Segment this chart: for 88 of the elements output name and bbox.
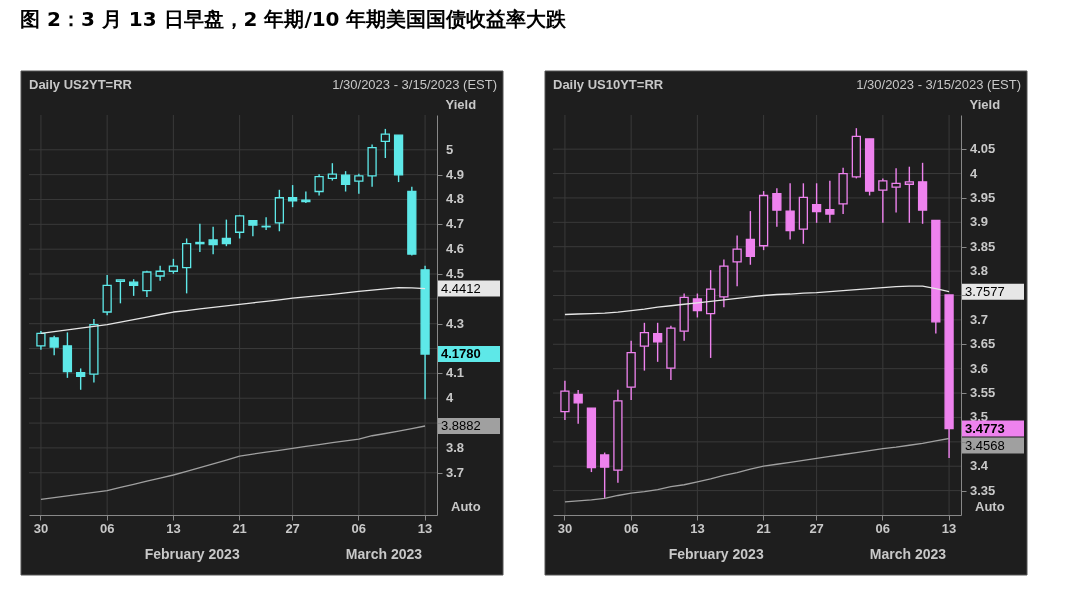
candlestick: [573, 389, 583, 425]
x-tick-label: 13: [417, 520, 433, 536]
y-axis-title: Yield: [445, 96, 477, 112]
line-series: [564, 437, 950, 503]
x-tick-label: 13: [690, 520, 705, 536]
x-tick-label: 13: [166, 520, 181, 536]
y-tick-label: 3.8: [446, 439, 465, 455]
y-tick-label: 3.9: [970, 214, 989, 230]
y-tick-label: 3.4: [970, 458, 989, 474]
x-tick-label: 06: [99, 520, 115, 536]
caption: 图 2：3 月 13 日早盘，2 年期/10 年期美国国债收益率大跌: [20, 7, 568, 31]
candlestick: [287, 184, 298, 208]
candlestick: [208, 226, 218, 255]
chart-subtitle: 1/30/2023 - 3/15/2023 (EST): [332, 77, 497, 92]
y-tick-label: 3.7: [970, 311, 989, 327]
y-tick-label: 4.5: [446, 266, 465, 282]
y-tick-label: 3.35: [970, 482, 996, 498]
y-tick-label: 4: [970, 165, 978, 181]
candlestick: [115, 279, 126, 305]
text: 3.4568: [965, 437, 1005, 453]
candlestick: [76, 367, 86, 391]
candlestick: [560, 380, 570, 421]
x-tick-label: 30: [557, 520, 573, 536]
y-tick-label: 4: [446, 390, 454, 406]
y-tick-label: 5: [446, 141, 454, 157]
candlestick: [195, 223, 205, 253]
candlestick: [314, 173, 324, 197]
y-tick-label: 3.65: [970, 336, 996, 352]
y-tick-label: 4.3: [446, 315, 465, 331]
candlestick: [653, 322, 663, 363]
text: March 2023: [869, 546, 947, 562]
candlestick: [745, 210, 756, 266]
candlestick: [904, 166, 914, 224]
chart-title: Daily US10YT=RR: [553, 77, 664, 92]
text: 4.4412: [441, 280, 481, 296]
y-tick-label: 3.7: [446, 464, 465, 480]
x-tick-label: 13: [941, 520, 957, 536]
candlestick: [600, 451, 610, 499]
text: 3.7577: [965, 283, 1005, 299]
candlestick: [878, 177, 888, 224]
candlestick: [891, 167, 901, 214]
candlestick: [248, 219, 258, 237]
candlestick: [732, 234, 742, 287]
text: Auto: [975, 499, 1005, 514]
y-tick-label: 4.7: [446, 216, 465, 232]
candlestick: [639, 322, 650, 372]
text: 3.4773: [965, 420, 1005, 436]
x-tick-label: 30: [33, 520, 49, 536]
candlestick: [785, 182, 795, 241]
text: March 2023: [345, 546, 423, 562]
y-tick-label: 4.05: [970, 141, 996, 157]
candlestick: [772, 187, 782, 228]
text: February 2023: [668, 546, 764, 562]
candlestick: [142, 270, 152, 298]
candlestick: [181, 237, 192, 295]
x-tick-label: 21: [232, 520, 247, 536]
x-tick-label: 06: [623, 520, 639, 536]
candlestick: [811, 182, 822, 224]
y-tick-label: 3.55: [970, 385, 996, 401]
y-tick-label: 3.85: [970, 238, 996, 254]
y-tick-label: 4.8: [446, 191, 465, 207]
candlestick: [221, 218, 232, 247]
line-series: [564, 285, 950, 316]
x-tick-label: 21: [756, 520, 771, 536]
candlestick: [380, 128, 390, 159]
candlestick: [825, 180, 835, 224]
text: February 2023: [144, 546, 240, 562]
x-tick-label: 06: [351, 520, 367, 536]
candlestick: [340, 170, 351, 193]
candlestick: [36, 330, 46, 351]
y-axis-title: Yield: [969, 96, 1001, 112]
y-tick-label: 3.6: [970, 360, 989, 376]
x-tick-label: 27: [285, 520, 300, 536]
candlestick: [49, 335, 59, 356]
chart-subtitle: 1/30/2023 - 3/15/2023 (EST): [856, 77, 1021, 92]
line-series: [40, 425, 426, 500]
text: 3.8882: [441, 418, 481, 434]
y-tick-label: 4.1: [446, 365, 465, 381]
x-tick-label: 06: [875, 520, 891, 536]
y-tick-label: 4.6: [446, 241, 465, 257]
y-tick-label: 3.8: [970, 263, 989, 279]
x-tick-label: 27: [809, 520, 824, 536]
y-tick-label: 3.95: [970, 189, 996, 205]
text: 4.1780: [441, 346, 481, 362]
text: Auto: [451, 499, 481, 514]
candlestick: [354, 172, 364, 195]
chart-title: Daily US2YT=RR: [29, 77, 133, 92]
y-tick-label: 4.9: [446, 166, 465, 182]
